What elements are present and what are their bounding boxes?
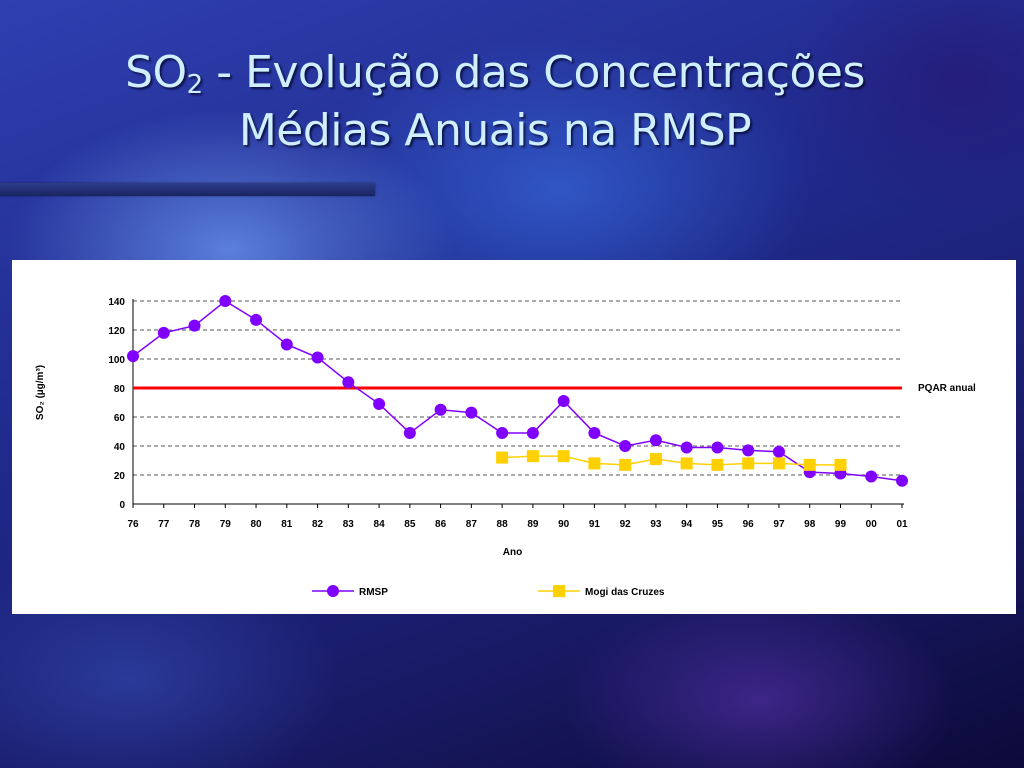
data-point-rmsp [342,376,355,389]
data-point-rmsp [649,434,662,447]
legend: RMSP Mogi das Cruzes [312,585,665,598]
y-tick-label: 120 [108,326,125,337]
data-point-rmsp [188,319,201,332]
data-point-rmsp [557,395,570,408]
data-point-rmsp [896,474,908,487]
slide-title: SO2 - Evolução das Concentrações Médias … [0,44,990,160]
y-tick-label: 20 [114,471,126,482]
data-point-rmsp [711,441,724,454]
title-so-text: SO [125,47,187,98]
data-point-mogi-das-cruzes [711,458,724,471]
y-axis-title: SO₂ (µg/m³) [35,365,46,420]
data-point-rmsp [373,397,386,410]
x-tick-label: 76 [127,519,139,530]
y-tick-label: 60 [114,413,126,424]
x-tick-label: 83 [343,519,355,530]
legend-label: Mogi das Cruzes [585,587,665,598]
data-point-rmsp [403,426,416,439]
x-tick-label: 95 [712,519,724,530]
x-tick-label: 79 [220,519,232,530]
data-point-mogi-das-cruzes [557,450,570,463]
data-point-mogi-das-cruzes [772,457,785,470]
data-point-rmsp [280,338,293,351]
x-tick-label: 82 [312,519,324,530]
x-tick-label: 87 [466,519,478,530]
data-point-mogi-das-cruzes [834,458,847,471]
series-line-mogi-das-cruzes [502,455,841,466]
title-subscript: 2 [186,70,204,100]
data-point-rmsp [157,326,170,339]
data-point-mogi-das-cruzes [803,458,816,471]
x-tick-label: 84 [374,519,386,530]
y-tick-label: 40 [114,442,126,453]
legend-swatch-marker [553,585,565,597]
data-point-rmsp [496,426,509,439]
legend-swatch-marker [327,585,339,597]
x-tick-label: 00 [866,519,878,530]
series-group [127,295,908,487]
x-tick-label: 80 [250,519,262,530]
data-point-rmsp [219,295,232,307]
x-tick-label: 90 [558,519,570,530]
series-rmsp [127,295,908,487]
x-tick-label: 81 [281,519,293,530]
data-point-mogi-das-cruzes [742,457,755,470]
data-point-rmsp [434,403,447,416]
data-point-rmsp [772,445,785,458]
data-point-mogi-das-cruzes [680,457,693,470]
x-tick-label: 88 [497,519,509,530]
x-tick-label: 97 [773,519,785,530]
reference-line-group: PQAR anual [133,383,976,394]
series-mogi-das-cruzes [496,450,847,471]
x-tick-label: 86 [435,519,447,530]
data-point-mogi-das-cruzes [496,451,509,464]
slide-title-line2: Médias Anuais na RMSP [238,105,752,156]
data-point-mogi-das-cruzes [649,453,662,466]
x-tick-label: 93 [650,519,662,530]
title-divider [0,183,375,196]
x-tick-label: 98 [804,519,816,530]
y-tick-label: 0 [119,500,125,511]
y-tick-label: 80 [114,384,126,395]
slide-title-line1: SO2 - Evolução das Concentrações [0,44,990,102]
x-tick-label: 01 [896,519,908,530]
x-tick-label: 85 [404,519,416,530]
data-point-rmsp [588,426,601,439]
data-point-rmsp [680,441,693,454]
title-line1-rest: - Evolução das Concentrações [202,47,865,98]
data-point-mogi-das-cruzes [526,450,539,463]
data-point-rmsp [127,350,139,363]
x-tick-label: 89 [527,519,539,530]
data-point-rmsp [311,351,324,364]
reference-line-label: PQAR anual [918,383,976,394]
axis-labels: 0 20 40 60 80 100 120 140 76 77 78 79 80 81 82 83 84 85 86… [35,297,908,558]
axes [132,299,904,508]
y-tick-label: 140 [108,297,125,308]
series-line-rmsp [132,300,903,482]
data-point-rmsp [250,313,263,326]
so2-line-chart: PQAR anual 0 20 40 60 80 100 120 140 76 77 78 79 80 8… [35,295,976,598]
x-axis-title: Ano [503,547,522,558]
x-tick-label: 91 [589,519,601,530]
legend-label: RMSP [359,587,388,598]
x-tick-label: 78 [189,519,201,530]
x-tick-label: 99 [835,519,847,530]
x-tick-label: 94 [681,519,693,530]
x-tick-label: 92 [620,519,632,530]
data-point-rmsp [526,426,539,439]
x-tick-label: 96 [743,519,755,530]
data-point-mogi-das-cruzes [588,457,601,470]
data-point-rmsp [865,470,878,483]
data-point-mogi-das-cruzes [619,458,632,471]
legend-item-mogi-das-cruzes: Mogi das Cruzes [538,585,665,598]
data-point-rmsp [619,440,632,452]
data-point-rmsp [742,444,755,457]
y-tick-label: 100 [108,355,125,366]
data-point-rmsp [465,406,478,419]
x-tick-label: 77 [158,519,170,530]
legend-item-rmsp: RMSP [312,585,388,598]
chart-panel: PQAR anual 0 20 40 60 80 100 120 140 76 77 78 79 80 8… [12,260,1016,614]
